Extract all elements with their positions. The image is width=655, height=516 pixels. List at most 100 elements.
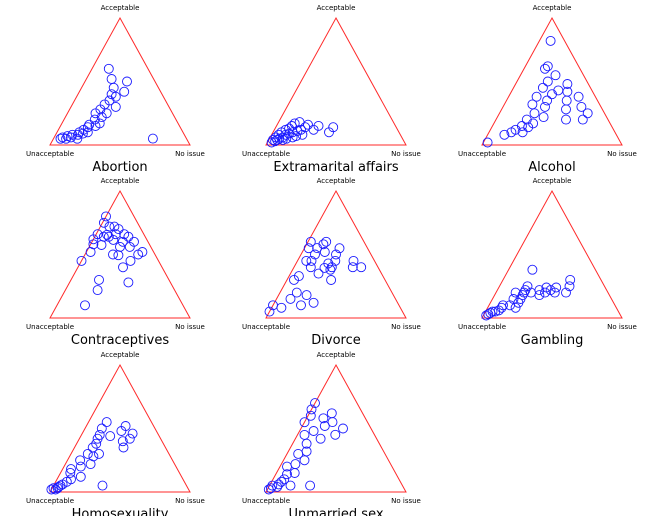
vertex-label-top: Acceptable: [317, 4, 356, 12]
data-point: [82, 127, 93, 138]
data-point: [291, 131, 302, 142]
vertex-label-left: Unacceptable: [26, 323, 74, 331]
vertex-label-right: No issue: [175, 150, 205, 158]
vertex-label-top: Acceptable: [317, 351, 356, 359]
data-point: [534, 290, 545, 301]
ternary-panel-3: Acceptable Unacceptable No issue Alcohol: [458, 4, 637, 175]
data-point: [305, 480, 316, 491]
vertex-label-top: Acceptable: [533, 4, 572, 12]
data-point: [72, 133, 83, 144]
data-point: [55, 133, 66, 144]
data-point: [110, 91, 121, 102]
data-point: [326, 408, 337, 419]
triangle-outline: [265, 16, 407, 146]
data-point: [313, 120, 324, 131]
ternary-panel-2: Acceptable Unacceptable No issue Extramarit…: [242, 4, 421, 175]
data-point: [101, 211, 111, 222]
data-point: [562, 79, 573, 89]
data-point: [108, 82, 119, 93]
data-point: [517, 127, 528, 138]
data-point: [326, 275, 337, 285]
data-point: [327, 417, 338, 428]
data-point: [348, 255, 359, 266]
data-point: [66, 464, 76, 475]
vertex-label-right: No issue: [391, 323, 421, 331]
data-point: [88, 239, 99, 250]
data-point: [498, 300, 508, 311]
ternary-panel-6: Acceptable Unacceptable No issue Gambling: [458, 177, 637, 348]
data-point: [551, 282, 562, 293]
data-point: [573, 91, 584, 102]
vertex-label-left: Unacceptable: [458, 150, 506, 158]
data-point: [103, 63, 114, 74]
vertex-label-left: Unacceptable: [242, 497, 290, 505]
panel-title: Contraceptives: [71, 333, 169, 348]
data-point: [82, 448, 93, 459]
data-point: [519, 287, 529, 298]
ternary-panel-1: Acceptable Unacceptable No issue Abortion: [26, 4, 205, 175]
data-point: [310, 398, 320, 409]
data-point: [122, 76, 132, 87]
data-point: [268, 134, 278, 145]
data-point: [281, 133, 292, 144]
ternary-panel-7: Acceptable Unacceptable No issue Homosexual…: [26, 351, 205, 516]
data-point: [299, 429, 310, 440]
data-point: [510, 287, 521, 298]
data-point: [305, 410, 316, 421]
data-point: [66, 474, 76, 485]
data-point: [540, 101, 550, 112]
triangle-outline: [49, 363, 191, 493]
data-point: [330, 429, 341, 440]
data-point: [540, 63, 550, 74]
data-point: [75, 461, 86, 472]
data-point: [115, 241, 125, 252]
data-point: [267, 480, 278, 491]
data-point: [94, 274, 104, 285]
data-point: [313, 268, 324, 279]
data-point: [276, 302, 287, 313]
vertex-label-top: Acceptable: [101, 351, 140, 359]
panel-title: Abortion: [92, 160, 147, 175]
data-point: [299, 455, 310, 466]
data-point: [561, 114, 571, 125]
data-point: [565, 274, 576, 285]
data-point: [487, 306, 498, 317]
data-point: [296, 300, 306, 311]
data-point: [326, 262, 337, 273]
data-point: [527, 264, 538, 275]
data-point: [510, 302, 521, 313]
data-point: [306, 255, 317, 266]
data-point: [92, 229, 103, 240]
data-point: [118, 262, 128, 273]
data-point: [325, 264, 336, 275]
panel-title: Extramarital affairs: [273, 160, 399, 175]
data-point: [522, 281, 533, 292]
vertex-label-right: No issue: [607, 150, 637, 158]
data-point: [291, 287, 302, 298]
data-point: [542, 95, 553, 106]
data-point: [113, 224, 124, 235]
data-point: [550, 70, 561, 81]
data-point: [105, 431, 116, 442]
data-point: [98, 231, 109, 242]
data-point: [293, 271, 304, 282]
data-point: [96, 423, 107, 434]
data-point: [334, 243, 345, 254]
data-point: [77, 128, 88, 139]
data-point: [120, 421, 131, 431]
data-point: [94, 448, 104, 459]
data-point: [75, 471, 86, 482]
data-point: [299, 417, 310, 428]
data-point: [102, 229, 113, 240]
data-point: [94, 429, 105, 440]
data-point: [540, 287, 550, 298]
data-point: [499, 129, 510, 140]
data-point: [110, 229, 121, 240]
data-point: [85, 247, 96, 257]
panel-title: Unmarried sex: [288, 507, 383, 516]
data-point: [276, 476, 287, 487]
vertex-label-top: Acceptable: [317, 177, 356, 185]
data-point: [537, 82, 548, 93]
data-point: [508, 294, 519, 304]
data-point: [90, 108, 101, 119]
